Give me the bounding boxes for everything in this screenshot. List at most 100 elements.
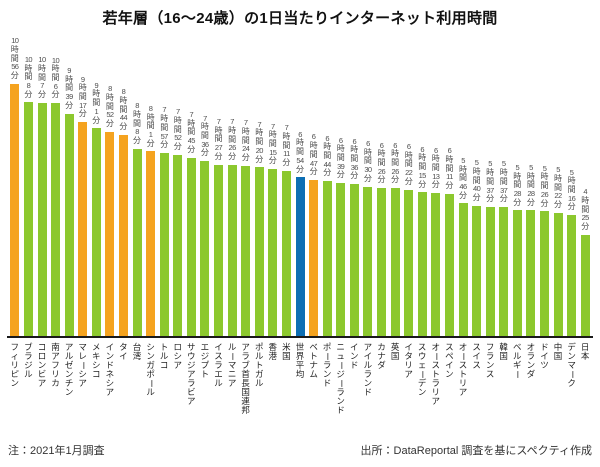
label-char: 22 (554, 191, 562, 201)
label-char: 54 (296, 155, 304, 165)
chart-bar-4 (51, 103, 60, 337)
chart-bar-3 (37, 102, 47, 337)
label-char: ア (404, 369, 413, 379)
label-char: ビ (187, 387, 196, 397)
label-char: 時 (173, 116, 182, 126)
label-char: ー (322, 352, 333, 361)
bar-category-label: フランス (486, 343, 495, 379)
label-char: ス (458, 360, 468, 370)
label-char: 間 (513, 180, 522, 190)
label-char: ベ (309, 342, 318, 352)
bar-value-label: 7 時間 45 分 (187, 110, 195, 154)
label-char: ニ (336, 342, 345, 352)
label-char: 分 (323, 168, 332, 178)
label-char: ル (64, 351, 74, 361)
label-char: ム (309, 369, 318, 379)
bar-value-label: 7 時間 52 分 (174, 108, 182, 151)
bar-category-label: 南アフリカ (51, 343, 60, 388)
note-text: 注：2021年1月調査 (8, 445, 105, 457)
label-char: 6 (53, 81, 58, 91)
label-char: ジ (24, 360, 33, 370)
label-char: キ (92, 351, 101, 361)
label-char: 連 (241, 396, 250, 406)
label-char: ポ (255, 342, 264, 352)
label-char: 52 (106, 110, 114, 120)
label-char: 時 (296, 138, 304, 148)
bar-category-label: デンマーク (567, 342, 577, 388)
label-char: 10 (24, 54, 33, 64)
label-char: 8 (135, 101, 139, 111)
label-char: ラ (241, 351, 250, 361)
label-char: オ (431, 342, 441, 352)
chart-bar-29 (390, 188, 400, 337)
label-char: 時 (418, 153, 427, 163)
label-char: 時 (214, 125, 223, 135)
label-char: ド (540, 342, 549, 352)
label-char: 5 (501, 159, 506, 169)
chart-bar-36 (485, 206, 495, 337)
label-char: 10 (38, 55, 46, 65)
label-char: 分 (146, 138, 155, 148)
bar-value-label: 7 時間 27 分 (214, 117, 223, 161)
label-char: ン (336, 396, 345, 406)
chart-bar-6 (78, 122, 88, 337)
label-char: 15 (418, 170, 427, 180)
bar-category-label: コロンビア (38, 343, 47, 388)
label-char: 時 (323, 142, 332, 152)
label-char: ー (146, 379, 157, 388)
label-char: 間 (133, 118, 141, 128)
label-char: 間 (10, 53, 19, 63)
label-char: 7 (230, 117, 234, 127)
label-char: 間 (567, 184, 576, 194)
label-char: 間 (38, 72, 46, 82)
label-char: 間 (431, 162, 440, 172)
label-char: ル (146, 387, 155, 397)
label-char: リ (431, 387, 441, 397)
label-char: 間 (581, 204, 590, 214)
label-char: 5 (461, 155, 465, 165)
label-char: ド (350, 360, 359, 370)
label-char: 首 (241, 369, 250, 379)
label-char: 時 (567, 176, 576, 186)
label-char: 時 (350, 145, 359, 155)
label-char: 本 (580, 351, 590, 361)
chart-bar-9 (118, 134, 128, 337)
label-char: 27 (214, 143, 223, 153)
label-char: ト (458, 369, 468, 379)
label-char: 間 (309, 149, 318, 159)
label-char: 9 (67, 66, 71, 76)
label-char: 時 (554, 173, 562, 183)
label-char: 間 (51, 73, 60, 83)
label-char: 44 (323, 159, 332, 169)
bar-value-label: 5 時間 46 分 (459, 155, 467, 200)
label-char: 6 (366, 139, 370, 149)
label-char: 5 (488, 159, 492, 169)
chart-bar-18 (241, 165, 251, 337)
label-char: デ (567, 342, 576, 352)
label-char: コ (37, 342, 47, 352)
label-char: ダ (526, 369, 536, 379)
label-char: イ (472, 351, 481, 361)
chart-bar-20 (268, 169, 278, 337)
chart-bar-15 (200, 161, 210, 337)
bar-value-label: 5 時間 37 分 (500, 160, 508, 203)
label-char: 間 (526, 180, 535, 190)
bar-category-label: シンガポール (146, 343, 157, 397)
label-char: 時 (581, 195, 590, 205)
chart-bar-8 (105, 131, 115, 337)
label-char: 分 (255, 154, 264, 164)
label-char: 時 (459, 164, 467, 174)
label-char: ブ (24, 342, 33, 352)
label-char: 15 (269, 147, 277, 157)
label-char: 時 (431, 154, 440, 164)
label-char: ド (105, 360, 115, 370)
label-char: 47 (310, 158, 318, 168)
label-char: 分 (540, 198, 549, 208)
label-char: 間 (92, 98, 101, 108)
label-char: ラ (363, 369, 373, 379)
label-char: リ (404, 360, 413, 370)
label-char: 時 (472, 167, 481, 177)
label-char: 分 (445, 181, 454, 191)
chart-bar-27 (363, 186, 373, 337)
bar-category-label: フィリピン (11, 343, 20, 388)
